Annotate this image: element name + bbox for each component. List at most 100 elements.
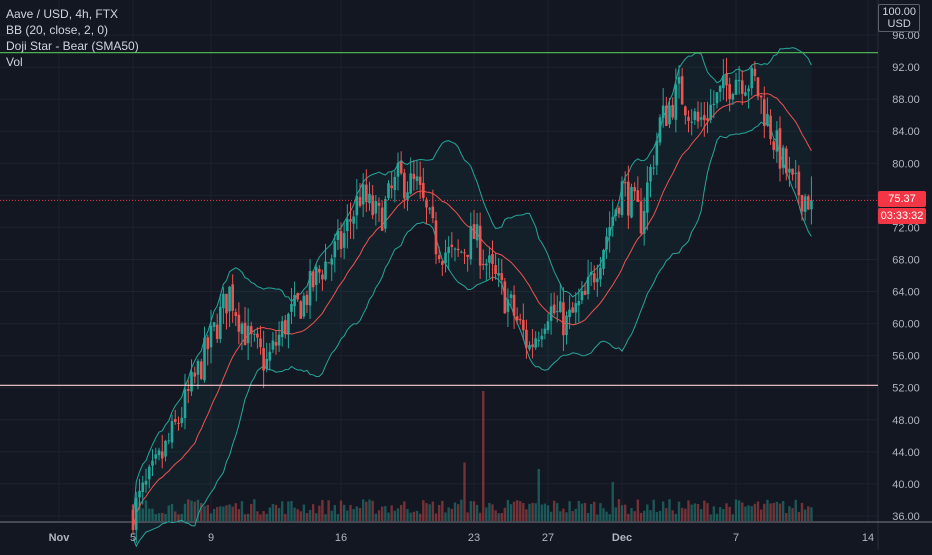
volume-bar <box>712 506 716 521</box>
candle-body <box>684 106 687 116</box>
price-axis[interactable]: 36.00 40.00 44.00 48.00 52.00 56.00 60.00 64.00… <box>892 30 920 523</box>
volume-bar <box>642 510 646 521</box>
volume-bar <box>450 508 454 521</box>
candle-body <box>552 304 556 314</box>
volume-bar <box>668 499 671 521</box>
volume-bar <box>412 511 416 521</box>
volume-bar <box>296 509 299 521</box>
candle-body <box>296 293 299 300</box>
y-tick-label: 72.00 <box>892 222 920 234</box>
candle-body <box>537 340 541 342</box>
volume-bar <box>274 504 278 521</box>
candle-body <box>403 172 406 199</box>
candle-body <box>355 195 359 216</box>
volume-bar <box>200 503 203 521</box>
symbol-title[interactable]: Aave / USD, 4h, FTX <box>6 7 119 21</box>
candle-body <box>390 185 393 189</box>
candle-body <box>639 201 643 234</box>
volume-bar <box>731 514 735 521</box>
candle-body <box>725 73 728 86</box>
volume-bar <box>577 500 581 521</box>
candle-body <box>744 92 747 96</box>
volume-bar <box>284 513 287 521</box>
volume-bar <box>500 512 503 521</box>
volume-bar <box>333 505 337 521</box>
volume-bar <box>522 502 525 521</box>
candle-body <box>262 348 265 371</box>
y-tick-label: 44.00 <box>892 447 920 459</box>
volume-bar <box>148 508 151 521</box>
candle-body <box>199 361 203 379</box>
volume-bar <box>744 506 747 521</box>
candle-body <box>277 334 281 346</box>
volume-bar <box>425 503 428 521</box>
volume-bar <box>478 512 482 521</box>
candle-body <box>580 291 584 301</box>
volume-bar <box>766 499 769 521</box>
candle-body <box>157 450 161 456</box>
candle-body <box>324 261 327 280</box>
time-axis[interactable]: Nov 5 9 16 23 27 Dec 7 14 <box>49 532 875 544</box>
volume-bar <box>212 508 216 521</box>
volume-bar <box>339 500 343 521</box>
volume-bar <box>718 507 722 521</box>
candle-body <box>577 301 581 306</box>
candle-body <box>568 309 571 318</box>
y-tick-label: 52.00 <box>892 383 920 395</box>
volume-bar <box>608 514 611 521</box>
volume-bar <box>722 508 725 521</box>
candle-body <box>623 182 627 184</box>
volume-bar <box>565 512 568 521</box>
candle-body <box>671 104 674 118</box>
candle-body <box>494 264 497 274</box>
currency-selector[interactable]: 100.00 USD <box>878 4 920 32</box>
candle-body <box>565 315 568 336</box>
candle-body <box>759 95 763 98</box>
candle-body <box>633 187 636 192</box>
candle-body <box>559 301 562 313</box>
candle-body <box>627 181 630 216</box>
volume-bar <box>234 503 237 521</box>
candle-body <box>173 419 177 422</box>
candle-body <box>677 77 681 84</box>
candle-body <box>531 344 534 347</box>
currency-top-price: 100.00 <box>882 6 916 18</box>
y-tick-label: 48.00 <box>892 415 920 427</box>
volume-bar <box>365 501 368 521</box>
candle-body <box>485 263 488 266</box>
y-tick-label: 92.00 <box>892 62 920 74</box>
volume-bar <box>646 504 649 521</box>
candle-body <box>256 333 259 338</box>
candle-body <box>592 273 596 283</box>
volume-bar <box>586 512 590 521</box>
candle-body <box>434 220 438 255</box>
candle-body <box>522 320 525 331</box>
doji-star-indicator-label[interactable]: Doji Star - Bear (SMA50) <box>6 39 139 53</box>
volume-bar <box>509 504 513 521</box>
currency-code: USD <box>887 18 911 30</box>
volume-indicator-label[interactable]: Vol <box>6 55 23 69</box>
candle-body <box>668 105 671 125</box>
candle-body <box>415 176 419 182</box>
volume-bar <box>531 502 534 521</box>
volume-bar <box>703 500 706 521</box>
candle-body <box>543 328 547 335</box>
volume-bar <box>655 512 659 521</box>
volume-bar <box>418 513 422 521</box>
x-tick-label: 9 <box>208 532 214 544</box>
candle-body <box>599 267 602 280</box>
volume-bar <box>497 513 500 521</box>
candle-body <box>488 255 491 263</box>
x-tick-label: 23 <box>468 532 480 544</box>
candle-body <box>441 261 444 265</box>
y-tick-label: 56.00 <box>892 351 920 363</box>
horizontal-levels[interactable] <box>0 52 878 386</box>
x-tick-label: Dec <box>612 532 632 544</box>
volume-bar <box>687 500 690 521</box>
bollinger-indicator-label[interactable]: BB (20, close, 2, 0) <box>6 23 109 37</box>
candle-body <box>791 168 794 175</box>
candle-body <box>444 252 447 264</box>
candle-body <box>778 128 782 169</box>
